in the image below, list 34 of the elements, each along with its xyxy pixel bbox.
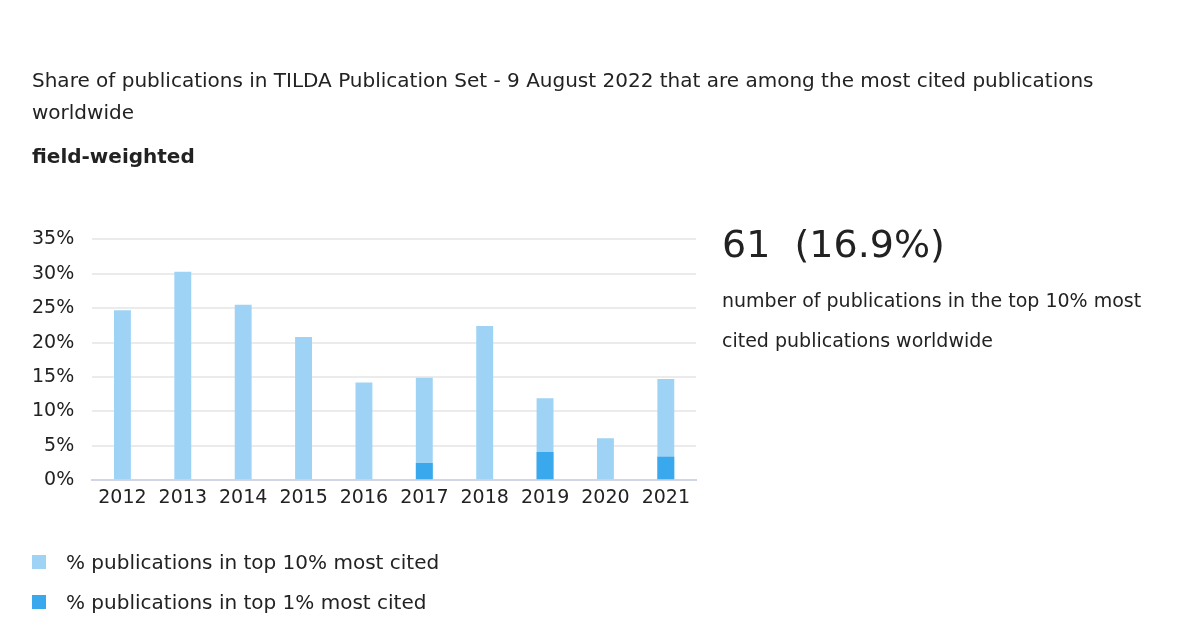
bar [596,438,614,480]
y-tick-label: 30% [32,260,75,283]
x-tick-label: 2012 [98,484,147,507]
x-tick-label: 2020 [581,484,630,507]
chart-subtitle: field-weighted [32,144,195,168]
bar [174,271,192,480]
text: 61 (16.9%) [722,222,946,266]
y-tick-label: 35% [32,226,75,249]
y-tick-label: 10% [32,398,75,421]
y-tick-label: 15% [32,363,75,386]
bar [415,463,433,480]
x-tick-label: 2016 [339,484,389,507]
x-tick-label: 2013 [158,484,207,507]
x-tick-label: 2014 [218,484,268,507]
text: number of publications in the top 10% most cited publications worldwide [722,288,1143,353]
bar [355,382,373,480]
y-tick-label: 5% [44,432,75,455]
legend-label: % publications in top 10% most cited [66,550,440,574]
y-tick-label: 20% [32,329,75,352]
x-tick-label: 2019 [520,484,570,507]
x-tick-label: 2015 [279,484,328,507]
y-tick-label: 25% [32,295,75,318]
bar [657,456,675,480]
bar [536,451,554,480]
x-tick-label: 2018 [460,484,509,507]
legend-label: % publications in top 1% most cited [66,590,427,614]
x-tick-label: 2021 [641,484,690,507]
bar [234,304,252,480]
y-tick-label: 0% [44,467,75,490]
bar [113,310,131,480]
bar [295,337,312,480]
chart-title: Share of publications in TILDA Publication Set - 9 August 2022 that are among the most cited publications worldwide [32,67,1095,126]
x-tick-label: 2017 [400,484,449,507]
bar [476,326,494,480]
